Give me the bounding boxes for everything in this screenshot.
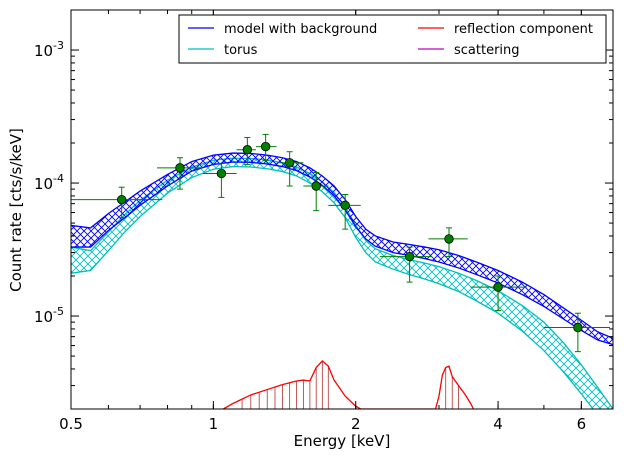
data-point (279, 151, 304, 187)
legend-label: torus (224, 43, 258, 58)
data-marker (175, 163, 185, 173)
data-point (255, 133, 277, 161)
x-tick-label: 2 (351, 415, 361, 433)
x-axis-label: Energy [keV] (294, 432, 391, 450)
model-upper-line (71, 152, 613, 339)
y-tick-label: 10-3 (34, 39, 64, 60)
data-point (156, 157, 203, 190)
reflection-line (223, 359, 475, 409)
data-point (428, 227, 468, 258)
x-tick-label: 4 (493, 415, 503, 433)
y-tick-label: 10-5 (34, 305, 64, 326)
legend-entry: torus (188, 43, 258, 58)
data-point (303, 172, 329, 212)
legend-label: model with background (224, 22, 377, 37)
legend-label: reflection component (454, 22, 593, 37)
data-marker (340, 200, 350, 211)
data-marker (116, 194, 127, 205)
data-marker (311, 181, 321, 191)
data-point (470, 275, 527, 312)
x-tick-label: 0.5 (59, 415, 83, 433)
data-point (71, 186, 163, 219)
legend: model with background torus reflection com… (178, 14, 607, 64)
data-point (328, 193, 361, 230)
data-point (379, 246, 433, 283)
data-marker (444, 234, 454, 244)
data-marker (573, 322, 583, 333)
data-marker (260, 141, 271, 152)
legend-label: scattering (454, 43, 520, 58)
y-tick-label: 10-4 (34, 172, 64, 193)
x-tick-label: 1 (209, 415, 219, 433)
legend-entry: scattering (418, 43, 520, 58)
data-marker (284, 158, 295, 168)
data-point (543, 312, 611, 353)
data-point (236, 136, 256, 165)
legend-entry: model with background (188, 22, 377, 37)
data-marker (242, 145, 253, 155)
x-tick-label: 6 (577, 415, 587, 433)
legend-frame (178, 14, 607, 64)
y-axis-label: Count rate [cts/s/keV] (7, 128, 25, 292)
data-marker (216, 168, 227, 179)
legend-entry: reflection component (418, 22, 593, 37)
data-marker (493, 282, 503, 292)
data-marker (404, 251, 415, 262)
data-point (202, 163, 237, 198)
plot-frame (70, 9, 614, 410)
